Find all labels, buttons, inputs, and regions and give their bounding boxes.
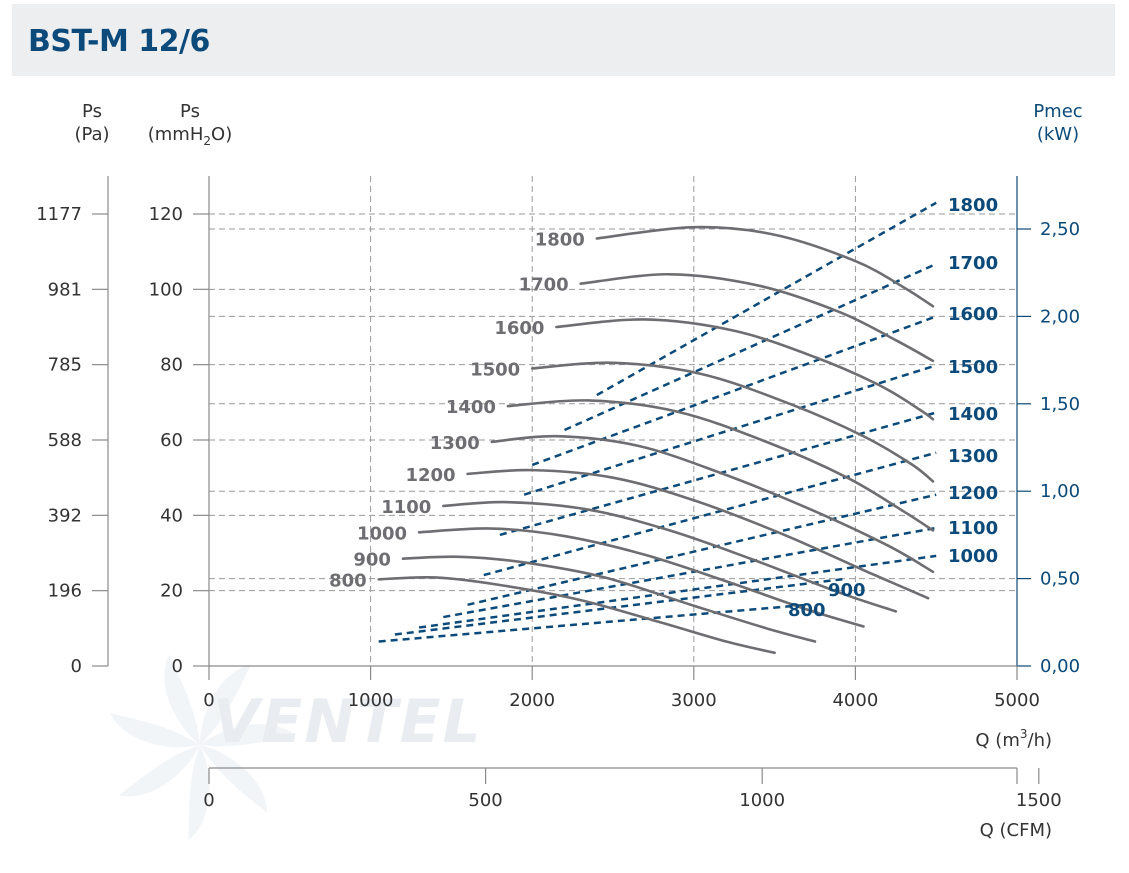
power-curve-1400 bbox=[499, 411, 937, 537]
pressure-label-1500: 1500 bbox=[470, 359, 520, 380]
cfm-tick-label: 500 bbox=[468, 790, 502, 811]
power-curve-1700 bbox=[564, 262, 937, 432]
watermark-blade bbox=[199, 664, 252, 745]
watermark-fan-icon bbox=[110, 654, 295, 840]
watermark-blade bbox=[188, 745, 210, 840]
mmh2o-axis-label-2: (mmH2O) bbox=[148, 124, 232, 148]
ventel-watermark: VENTEL bbox=[110, 654, 483, 840]
watermark-blade bbox=[164, 654, 200, 745]
pressure-label-1800: 1800 bbox=[535, 229, 585, 250]
pa-axis-label-2: (Pa) bbox=[74, 124, 109, 145]
power-curve-1800 bbox=[596, 201, 937, 397]
mmh2o-tick-label: 100 bbox=[149, 279, 183, 300]
pressure-label-900: 900 bbox=[353, 550, 391, 571]
pressure-label-1600: 1600 bbox=[494, 318, 544, 339]
power-label-1700: 1700 bbox=[948, 253, 998, 274]
cfm-axis-label: Q (CFM) bbox=[980, 820, 1052, 841]
power-label-1200: 1200 bbox=[948, 483, 998, 504]
power-curve-1000 bbox=[418, 554, 937, 629]
pmec-axis-label-2: (kW) bbox=[1037, 124, 1079, 145]
mmh2o-tick-label: 20 bbox=[160, 581, 183, 602]
pmec-tick-label: 1,50 bbox=[1040, 394, 1080, 415]
pa-tick-label: 0 bbox=[71, 656, 82, 677]
pmec-tick-label: 2,50 bbox=[1040, 219, 1080, 240]
q-tick-label: 4000 bbox=[832, 690, 878, 711]
pa-tick-label: 785 bbox=[48, 355, 82, 376]
pressure-label-1300: 1300 bbox=[430, 433, 480, 454]
pmec-tick-label: 0,00 bbox=[1040, 656, 1080, 677]
pressure-curve-1500 bbox=[530, 361, 935, 483]
pa-tick-label: 981 bbox=[48, 279, 82, 300]
power-label-1800: 1800 bbox=[948, 195, 998, 216]
pressure-label-1400: 1400 bbox=[446, 397, 496, 418]
mmh2o-tick-label: 120 bbox=[149, 204, 183, 225]
q-tick-label: 2000 bbox=[509, 690, 555, 711]
pressure-curve-1300 bbox=[490, 434, 935, 574]
power-curve-900 bbox=[394, 577, 848, 636]
mmh2o-tick-label: 80 bbox=[160, 355, 183, 376]
pa-tick-label: 588 bbox=[48, 430, 82, 451]
mmh2o-tick-label: 40 bbox=[160, 505, 183, 526]
pressure-label-1000: 1000 bbox=[357, 523, 407, 544]
header-bar: BST-M 12/6 bbox=[12, 4, 1115, 76]
cfm-tick-label: 1000 bbox=[739, 790, 785, 811]
watermark-blade bbox=[200, 724, 295, 747]
cfm-tick-label: 1500 bbox=[1016, 790, 1062, 811]
pressure-curve-800 bbox=[377, 575, 776, 655]
q-tick-label: 0 bbox=[203, 690, 214, 711]
power-label-1000: 1000 bbox=[948, 546, 998, 567]
pressure-curve-1700 bbox=[579, 272, 935, 363]
watermark-blade bbox=[118, 745, 200, 797]
watermark-blade bbox=[110, 712, 200, 748]
watermark-blade bbox=[200, 745, 268, 814]
page-title: BST-M 12/6 bbox=[28, 24, 210, 59]
power-label-1500: 1500 bbox=[948, 357, 998, 378]
power-curve-1200 bbox=[467, 493, 937, 607]
mmh2o-tick-label: 60 bbox=[160, 430, 183, 451]
pressure-curve-1800 bbox=[595, 225, 935, 308]
power-curves bbox=[378, 201, 937, 643]
pa-tick-label: 1177 bbox=[36, 204, 82, 225]
pa-tick-label: 392 bbox=[48, 505, 82, 526]
q-tick-label: 3000 bbox=[671, 690, 717, 711]
cfm-tick-label: 0 bbox=[203, 790, 214, 811]
power-label-1400: 1400 bbox=[948, 404, 998, 425]
pressure-label-1200: 1200 bbox=[405, 465, 455, 486]
pressure-curve-1200 bbox=[466, 468, 930, 600]
power-label-800: 800 bbox=[788, 600, 826, 621]
mmh2o-tick-label: 0 bbox=[172, 656, 183, 677]
power-label-1100: 1100 bbox=[948, 518, 998, 539]
pmec-axis-label-1: Pmec bbox=[1033, 101, 1082, 122]
power-label-1600: 1600 bbox=[948, 304, 998, 325]
pressure-curve-1100 bbox=[442, 500, 898, 613]
pressure-label-1700: 1700 bbox=[519, 275, 569, 296]
q-tick-label: 1000 bbox=[348, 690, 394, 711]
pressure-curve-900 bbox=[401, 555, 817, 643]
pa-tick-label: 196 bbox=[48, 581, 82, 602]
pressure-curve-1400 bbox=[506, 399, 935, 532]
curve-labels: 8009001000110012001300140015001600170018… bbox=[329, 195, 998, 621]
mmh2o-axis-label-1: Ps bbox=[180, 101, 200, 122]
pressure-label-800: 800 bbox=[329, 570, 367, 591]
pressure-curves bbox=[377, 225, 935, 655]
power-label-900: 900 bbox=[828, 580, 866, 601]
pressure-curve-1600 bbox=[555, 318, 935, 421]
pa-axis-label-1: Ps bbox=[82, 101, 102, 122]
pmec-tick-label: 2,00 bbox=[1040, 306, 1080, 327]
power-curve-1300 bbox=[483, 451, 937, 577]
watermark-text: VENTEL bbox=[213, 687, 483, 757]
pmec-tick-label: 0,50 bbox=[1040, 569, 1080, 590]
q-tick-label: 5000 bbox=[994, 690, 1040, 711]
q-axis-label: Q (m3/h) bbox=[975, 727, 1052, 751]
pressure-label-1100: 1100 bbox=[381, 497, 431, 518]
pmec-tick-label: 1,00 bbox=[1040, 481, 1080, 502]
axes: 11779817855883921960Ps(Pa)12010080604020… bbox=[36, 101, 1082, 841]
grid-lines bbox=[209, 176, 1017, 666]
power-label-1300: 1300 bbox=[948, 446, 998, 467]
pressure-curve-1000 bbox=[417, 527, 865, 628]
